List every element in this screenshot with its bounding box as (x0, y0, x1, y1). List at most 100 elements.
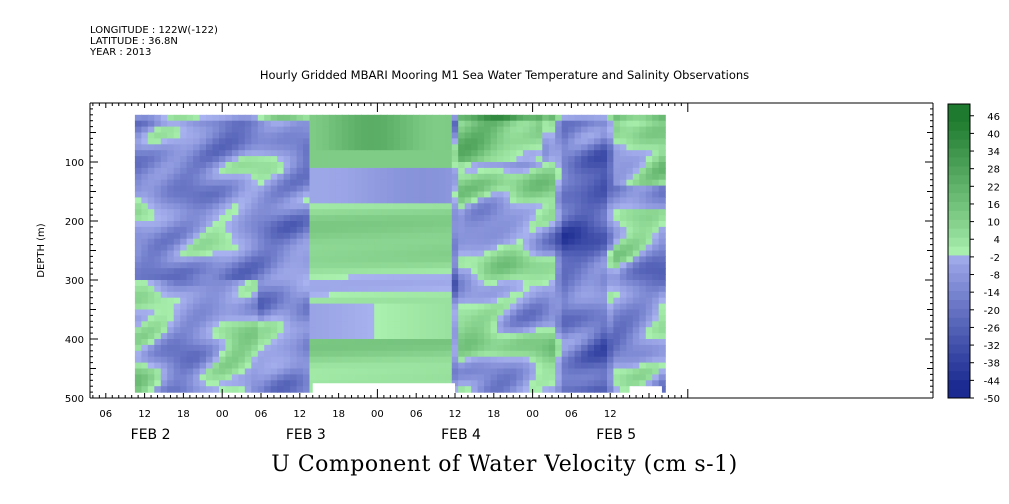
field-cell (251, 344, 259, 352)
field-cell (341, 179, 349, 187)
field-cell (186, 309, 194, 316)
field-cell (548, 162, 556, 169)
field-cell (212, 120, 220, 128)
field-cell (393, 126, 401, 134)
field-cell (186, 156, 194, 163)
field-cell (413, 209, 421, 216)
field-cell (632, 380, 640, 387)
field-cell (160, 386, 168, 393)
field-cell (154, 215, 162, 222)
field-cell (484, 215, 492, 222)
field-cell (516, 197, 524, 204)
field-cell (587, 215, 595, 222)
field-cell (458, 356, 466, 364)
field-cell (490, 132, 498, 139)
field-cell (212, 368, 220, 375)
field-cell (432, 150, 440, 157)
field-cell (639, 303, 647, 311)
field-cell (438, 156, 446, 163)
field-cell (555, 256, 563, 263)
field-cell (529, 362, 537, 370)
field-cell (296, 132, 304, 139)
field-cell (561, 274, 569, 281)
field-cell (542, 327, 550, 334)
field-cell (341, 138, 349, 145)
field-cell (199, 356, 207, 364)
field-cell (464, 380, 472, 387)
field-cell (419, 356, 427, 364)
field-cell (141, 256, 149, 263)
field-cell (238, 238, 246, 246)
field-cell (574, 173, 582, 181)
field-cell (406, 197, 414, 204)
field-cell (652, 350, 660, 358)
field-cell (555, 114, 563, 122)
field-cell (658, 173, 666, 181)
field-cell (548, 126, 556, 134)
field-cell (587, 356, 595, 364)
field-cell (607, 315, 615, 322)
colorbar-swatch (948, 273, 970, 283)
field-cell (400, 303, 408, 311)
field-cell (316, 209, 324, 216)
field-cell (231, 203, 239, 210)
field-cell (619, 350, 627, 358)
field-cell (542, 209, 550, 216)
field-cell (645, 309, 653, 316)
field-cell (199, 162, 207, 169)
field-cell (438, 280, 446, 287)
field-cell (581, 185, 589, 193)
field-cell (561, 333, 569, 340)
field-cell (367, 356, 375, 364)
field-cell (206, 285, 214, 293)
field-cell (335, 262, 343, 269)
field-cell (238, 126, 246, 134)
field-cell (154, 327, 162, 334)
field-cell (568, 197, 576, 204)
field-cell (594, 191, 602, 198)
field-cell (464, 197, 472, 204)
field-cell (328, 167, 336, 175)
field-cell (186, 203, 194, 210)
field-cell (510, 280, 518, 287)
field-cell (199, 114, 207, 122)
field-cell (186, 297, 194, 305)
field-cell (387, 209, 395, 216)
field-cell (413, 368, 421, 375)
field-cell (425, 333, 433, 340)
field-cell (471, 368, 479, 375)
field-cell (581, 173, 589, 181)
field-cell (374, 156, 382, 163)
field-cell (522, 226, 530, 234)
field-cell (167, 268, 175, 275)
field-cell (303, 173, 311, 181)
field-cell (510, 114, 518, 122)
field-cell (464, 226, 472, 234)
field-cell (568, 321, 576, 328)
field-cell (607, 221, 615, 228)
field-cell (535, 256, 543, 263)
field-cell (503, 285, 511, 293)
field-cell (510, 244, 518, 252)
field-cell (425, 256, 433, 263)
field-cell (587, 250, 595, 257)
field-cell (425, 221, 433, 228)
field-cell (277, 120, 285, 128)
field-cell (438, 291, 446, 299)
field-cell (400, 250, 408, 257)
field-cell (257, 274, 265, 281)
field-cell (432, 256, 440, 263)
field-cell (277, 256, 285, 263)
field-cell (522, 327, 530, 334)
field-cell (451, 238, 459, 246)
field-cell (277, 380, 285, 387)
colorbar-swatch (948, 121, 970, 132)
field-cell (607, 303, 615, 311)
field-cell (160, 244, 168, 252)
field-cell (503, 380, 511, 387)
field-cell (632, 232, 640, 240)
field-cell (613, 344, 621, 352)
field-cell (270, 197, 278, 204)
field-cell (639, 344, 647, 352)
field-cell (277, 156, 285, 163)
